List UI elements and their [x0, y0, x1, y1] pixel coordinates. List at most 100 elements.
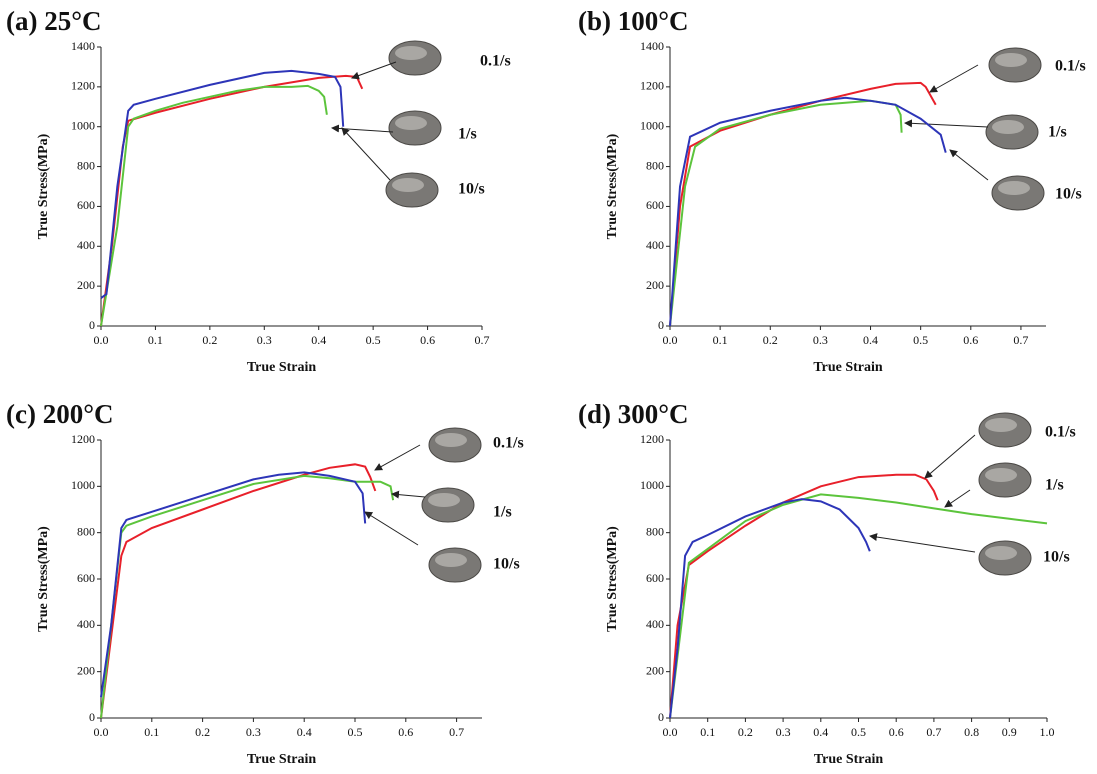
- y-tick-label: 200: [646, 278, 664, 292]
- y-axis-label: True Stress(MPa): [36, 133, 51, 239]
- data-line: [669, 99, 903, 327]
- sample-photo-highlight: [998, 181, 1030, 195]
- y-tick-label: 1000: [71, 478, 95, 492]
- sample-photo-highlight: [985, 418, 1017, 432]
- rate-label: 10/s: [1043, 549, 1070, 566]
- data-line: [100, 463, 377, 719]
- annotation-arrow: [364, 511, 419, 546]
- x-tick-label: 0.3: [257, 333, 272, 347]
- data-line: [100, 69, 345, 299]
- y-tick-label: 600: [77, 571, 95, 585]
- x-tick-label: 0.0: [94, 725, 109, 739]
- x-tick-label: 0.6: [963, 333, 978, 347]
- x-tick-label: 0.4: [297, 725, 312, 739]
- annotation-arrow: [949, 149, 989, 181]
- y-tick-label: 200: [77, 278, 95, 292]
- y-tick-label: 400: [77, 238, 95, 252]
- x-tick-label: 0.5: [348, 725, 363, 739]
- annotation-arrow: [924, 434, 976, 479]
- sample-photo-highlight: [428, 493, 460, 507]
- x-tick-label: 0.3: [246, 725, 261, 739]
- panel-title: (d) 300°C: [578, 399, 689, 429]
- x-tick-label: 0.7: [475, 333, 490, 347]
- x-tick-label: 0.8: [964, 725, 979, 739]
- sample-photo-highlight: [435, 553, 467, 567]
- y-tick-label: 600: [646, 571, 664, 585]
- y-axis-label: True Stress(MPa): [36, 526, 51, 632]
- annotation-arrow: [374, 444, 421, 471]
- x-tick-label: 0.2: [202, 333, 217, 347]
- x-axis-label: True Strain: [813, 360, 883, 375]
- x-axis-label: True Strain: [814, 752, 884, 767]
- y-tick-label: 200: [77, 663, 95, 677]
- data-line: [100, 84, 328, 327]
- y-tick-label: 400: [77, 617, 95, 631]
- data-line: [669, 81, 937, 327]
- x-tick-label: 0.2: [763, 333, 778, 347]
- panel-title: (b) 100°C: [578, 6, 689, 36]
- rate-label: 10/s: [493, 556, 520, 573]
- y-tick-label: 600: [77, 198, 95, 212]
- sample-photo-highlight: [985, 468, 1017, 482]
- x-tick-label: 0.5: [366, 333, 381, 347]
- data-line: [100, 474, 395, 719]
- rate-label: 1/s: [1048, 124, 1067, 141]
- y-tick-label: 1000: [640, 118, 664, 132]
- y-tick-label: 1000: [71, 118, 95, 132]
- x-axis-label: True Strain: [247, 360, 317, 375]
- sample-photo-highlight: [392, 178, 424, 192]
- y-tick-label: 0: [89, 710, 95, 724]
- rate-label: 0.1/s: [1045, 424, 1076, 441]
- data-line: [669, 498, 871, 719]
- rate-label: 0.1/s: [1055, 58, 1086, 75]
- x-tick-label: 0.1: [144, 725, 159, 739]
- annotation-arrow: [351, 61, 397, 80]
- x-tick-label: 0.3: [813, 333, 828, 347]
- data-line: [669, 96, 947, 327]
- y-tick-label: 800: [646, 524, 664, 538]
- data-line: [669, 493, 1048, 719]
- y-tick-label: 1400: [71, 39, 95, 53]
- y-tick-label: 1200: [640, 79, 664, 93]
- y-tick-label: 1400: [640, 39, 664, 53]
- sample-photo-highlight: [395, 46, 427, 60]
- y-tick-label: 400: [646, 617, 664, 631]
- rate-label: 1/s: [458, 126, 477, 143]
- x-tick-label: 0.4: [813, 725, 828, 739]
- x-tick-label: 0.6: [398, 725, 413, 739]
- x-tick-label: 0.1: [713, 333, 728, 347]
- y-tick-label: 800: [77, 524, 95, 538]
- annotation-arrow: [391, 490, 426, 499]
- annotation-arrow: [341, 127, 391, 181]
- rate-label: 0.1/s: [480, 53, 511, 70]
- sample-photo-highlight: [992, 120, 1024, 134]
- annotation-arrow: [944, 489, 971, 508]
- data-line: [100, 74, 364, 327]
- annotation-arrow: [331, 124, 394, 133]
- rate-label: 1/s: [1045, 477, 1064, 494]
- data-line: [100, 471, 367, 698]
- y-tick-label: 400: [646, 238, 664, 252]
- y-axis-label: True Stress(MPa): [605, 133, 620, 239]
- x-tick-label: 0.5: [851, 725, 866, 739]
- y-tick-label: 1000: [640, 478, 664, 492]
- x-tick-label: 0.7: [926, 725, 941, 739]
- x-tick-label: 0.1: [700, 725, 715, 739]
- rate-label: 10/s: [458, 181, 485, 198]
- data-line: [669, 473, 939, 719]
- y-tick-label: 0: [658, 710, 664, 724]
- x-tick-label: 0.9: [1002, 725, 1017, 739]
- x-tick-label: 0.0: [663, 333, 678, 347]
- y-tick-label: 800: [77, 158, 95, 172]
- x-tick-label: 0.6: [420, 333, 435, 347]
- x-tick-label: 0.2: [738, 725, 753, 739]
- y-tick-label: 200: [646, 663, 664, 677]
- y-tick-label: 1200: [640, 432, 664, 446]
- annotation-arrow: [929, 64, 979, 93]
- y-axis-label: True Stress(MPa): [605, 526, 620, 632]
- sample-photo-highlight: [995, 53, 1027, 67]
- x-tick-label: 0.5: [913, 333, 928, 347]
- y-tick-label: 800: [646, 158, 664, 172]
- x-tick-label: 0.6: [889, 725, 904, 739]
